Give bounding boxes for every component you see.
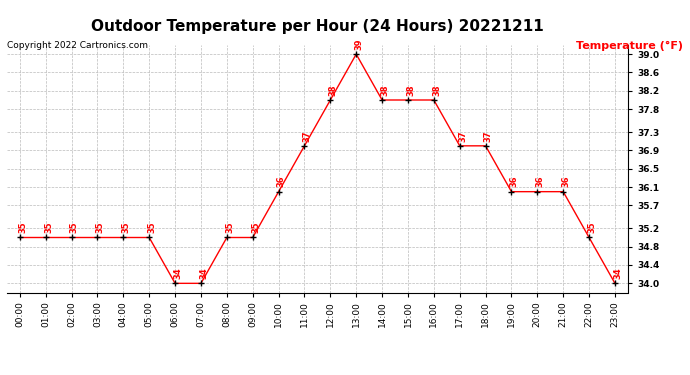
Text: 35: 35 [44, 222, 53, 233]
Text: 38: 38 [406, 84, 415, 96]
Text: 38: 38 [328, 84, 337, 96]
Text: 36: 36 [510, 176, 519, 188]
Text: 35: 35 [70, 222, 79, 233]
Text: 38: 38 [432, 84, 441, 96]
Text: 37: 37 [303, 130, 312, 142]
Text: 35: 35 [121, 222, 130, 233]
Text: 35: 35 [251, 222, 260, 233]
Text: 36: 36 [277, 176, 286, 188]
Text: 37: 37 [484, 130, 493, 142]
Text: 35: 35 [587, 222, 596, 233]
Text: 34: 34 [613, 267, 622, 279]
Text: 35: 35 [18, 222, 27, 233]
Text: 39: 39 [355, 39, 364, 50]
Text: 35: 35 [96, 222, 105, 233]
Text: 35: 35 [225, 222, 234, 233]
Text: 38: 38 [380, 84, 389, 96]
Text: 34: 34 [173, 267, 182, 279]
Text: Outdoor Temperature per Hour (24 Hours) 20221211: Outdoor Temperature per Hour (24 Hours) … [91, 19, 544, 34]
Text: 35: 35 [148, 222, 157, 233]
Text: 37: 37 [458, 130, 467, 142]
Text: 36: 36 [562, 176, 571, 188]
Text: 34: 34 [199, 267, 208, 279]
Text: Copyright 2022 Cartronics.com: Copyright 2022 Cartronics.com [7, 41, 148, 50]
Text: Temperature (°F): Temperature (°F) [576, 41, 683, 51]
Text: 36: 36 [535, 176, 544, 188]
